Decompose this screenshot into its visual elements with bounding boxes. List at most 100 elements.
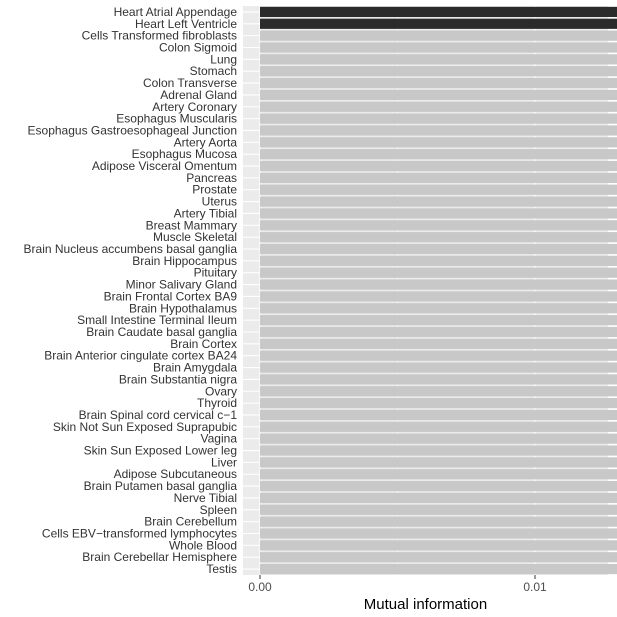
bar	[260, 433, 617, 444]
bar	[260, 30, 617, 41]
y-tick-label: Pituitary	[194, 266, 237, 280]
y-tick-label: Esophagus Gastroesophageal Junction	[28, 123, 237, 137]
y-tick-label: Brain Hippocampus	[132, 254, 237, 268]
y-tick-label: Cells EBV−transformed lymphocytes	[42, 527, 237, 541]
plot-panel	[243, 6, 608, 575]
bar	[260, 409, 617, 421]
bar	[260, 315, 617, 326]
bar	[260, 172, 617, 183]
y-tick-label: Colon Transverse	[143, 76, 237, 90]
y-tick-label: Brain Hypothalamus	[129, 301, 237, 315]
bar	[260, 445, 617, 456]
bar	[260, 350, 617, 361]
y-tick-label: Brain Caudate basal ganglia	[86, 325, 237, 339]
bar	[260, 77, 617, 89]
y-tick-label: Heart Atrial Appendage	[114, 5, 238, 19]
y-tick-label: Liver	[211, 455, 237, 469]
y-tick-label: Brain Cerebellar Hemisphere	[82, 550, 237, 564]
y-tick-label: Spleen	[200, 503, 237, 517]
y-tick-label: Brain Anterior cingulate cortex BA24	[44, 349, 237, 363]
bar	[260, 208, 617, 219]
y-tick-label: Ovary	[205, 384, 237, 398]
y-tick-label: Brain Substantia nigra	[119, 372, 237, 386]
y-tick-label: Artery Aorta	[174, 135, 238, 149]
bar	[260, 160, 617, 172]
y-tick-label: Small Intestine Terminal Ileum	[77, 313, 237, 327]
bar	[260, 184, 617, 195]
bar	[260, 101, 617, 112]
y-tick-label: Brain Frontal Cortex BA9	[104, 289, 238, 303]
bar	[260, 255, 617, 266]
bar	[260, 42, 617, 53]
bar	[260, 552, 617, 563]
y-tick-label: Artery Coronary	[152, 100, 237, 114]
y-tick-label: Adipose Subcutaneous	[114, 467, 237, 481]
y-tick-label: Adipose Visceral Omentum	[92, 159, 237, 173]
bar	[260, 125, 617, 136]
y-tick-label: Esophagus Mucosa	[132, 147, 238, 161]
y-tick-label: Brain Cerebellum	[144, 515, 237, 529]
y-tick-label: Whole Blood	[169, 538, 237, 552]
y-tick-label: Lung	[210, 52, 237, 66]
bar	[260, 220, 617, 231]
y-tick-label: Skin Sun Exposed Lower leg	[84, 444, 237, 458]
y-tick-label: Adrenal Gland	[160, 88, 237, 102]
bar	[260, 528, 617, 539]
bar	[260, 291, 617, 302]
y-tick-label: Esophagus Muscularis	[116, 112, 237, 126]
y-tick-label: Colon Sigmoid	[159, 40, 237, 54]
bar	[260, 563, 617, 575]
bars	[260, 6, 617, 575]
bar	[260, 516, 617, 527]
bar	[260, 54, 617, 65]
y-tick-label: Brain Cortex	[170, 337, 237, 351]
x-tick-label: 0.00	[248, 580, 272, 594]
y-tick-label: Minor Salivary Gland	[126, 278, 237, 292]
bar	[260, 421, 617, 432]
y-tick-label: Uterus	[202, 195, 237, 209]
bar	[260, 469, 617, 480]
x-axis-title: Mutual information	[364, 596, 487, 613]
y-tick-label: Brain Nucleus accumbens basal ganglia	[24, 242, 238, 256]
y-tick-label: Brain Amygdala	[153, 361, 237, 375]
bar	[260, 374, 617, 385]
x-axis-ticks: 0.000.010.020.03	[248, 575, 547, 594]
y-tick-label: Skin Not Sun Exposed Suprapubic	[53, 420, 237, 434]
bar	[260, 232, 617, 243]
y-tick-label: Pancreas	[186, 171, 237, 185]
y-tick-label: Thyroid	[197, 396, 237, 410]
bar	[260, 267, 617, 278]
bar	[260, 457, 617, 468]
y-tick-label: Muscle Skeletal	[153, 230, 237, 244]
bar	[260, 504, 617, 515]
bar	[260, 326, 617, 338]
bar	[260, 398, 617, 409]
bar	[260, 18, 617, 29]
y-tick-label: Vagina	[201, 432, 238, 446]
bar	[260, 540, 617, 551]
bar	[260, 279, 617, 290]
bar	[260, 338, 617, 349]
bar	[260, 386, 617, 397]
bar	[260, 303, 617, 314]
y-tick-label: Breast Mammary	[146, 218, 237, 232]
bar	[260, 6, 617, 18]
x-tick-label: 0.01	[523, 580, 547, 594]
bar	[260, 66, 617, 77]
y-tick-label: Brain Spinal cord cervical c−1	[79, 408, 238, 422]
y-tick-label: Cells Transformed fibroblasts	[82, 29, 237, 43]
y-tick-label: Brain Putamen basal ganglia	[84, 479, 238, 493]
bar	[260, 89, 617, 101]
bar	[260, 362, 617, 373]
y-tick-label: Artery Tibial	[174, 206, 237, 220]
bar	[260, 243, 617, 255]
y-tick-label: Prostate	[192, 183, 237, 197]
bar	[260, 480, 617, 492]
bar	[260, 113, 617, 124]
y-tick-label: Stomach	[190, 64, 237, 78]
bar	[260, 137, 617, 148]
bar	[260, 196, 617, 207]
